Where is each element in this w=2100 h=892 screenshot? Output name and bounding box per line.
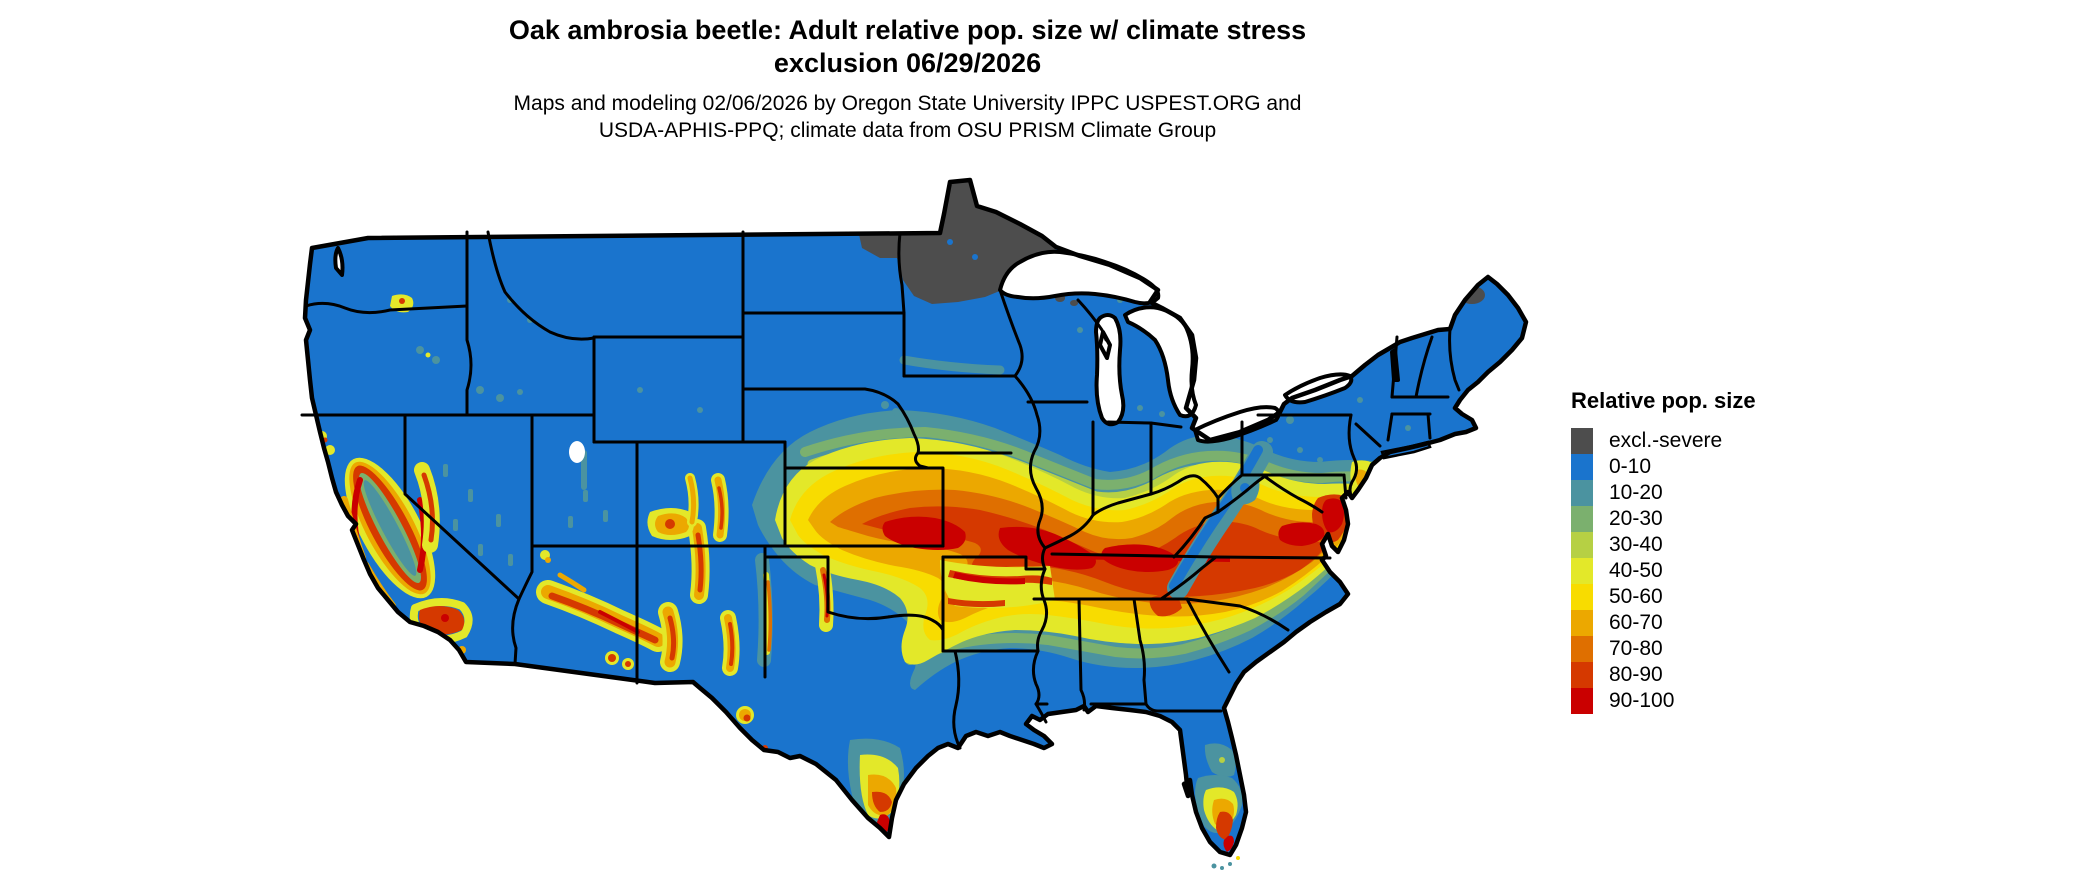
legend-title: Relative pop. size bbox=[1571, 388, 1756, 413]
legend-label: 80-90 bbox=[1609, 663, 1663, 686]
lake-michigan bbox=[1094, 313, 1126, 427]
legend-row: 50-60 bbox=[1571, 584, 1756, 610]
legend-row: 20-30 bbox=[1571, 506, 1756, 532]
legend-swatch bbox=[1571, 454, 1593, 480]
subtitle-line-1: Maps and modeling 02/06/2026 by Oregon S… bbox=[513, 92, 1302, 115]
legend-label: 20-30 bbox=[1609, 507, 1663, 530]
legend-row: 80-90 bbox=[1571, 662, 1756, 688]
legend-swatch bbox=[1571, 506, 1593, 532]
legend-swatch bbox=[1571, 662, 1593, 688]
legend-row: 40-50 bbox=[1571, 558, 1756, 584]
legend-label: 60-70 bbox=[1609, 611, 1663, 634]
green-bay bbox=[1098, 330, 1112, 360]
page-title: Oak ambrosia beetle: Adult relative pop.… bbox=[0, 14, 1815, 80]
legend-label: 90-100 bbox=[1609, 689, 1675, 712]
page-subtitle: Maps and modeling 02/06/2026 by Oregon S… bbox=[0, 90, 1815, 144]
legend-swatch bbox=[1571, 688, 1593, 714]
legend-swatch bbox=[1571, 610, 1593, 636]
legend: Relative pop. size excl.-severe 0-10 10-… bbox=[1571, 388, 1756, 714]
legend-row: 70-80 bbox=[1571, 636, 1756, 662]
legend-swatch bbox=[1571, 428, 1593, 454]
legend-swatch bbox=[1571, 584, 1593, 610]
legend-label: 0-10 bbox=[1609, 455, 1652, 478]
title-line-2: exclusion 06/29/2026 bbox=[773, 48, 1042, 78]
lake-superior bbox=[998, 249, 1161, 306]
legend-row: 60-70 bbox=[1571, 610, 1756, 636]
legend-swatch bbox=[1571, 480, 1593, 506]
legend-label: 10-20 bbox=[1609, 481, 1663, 504]
legend-row: excl.-severe bbox=[1571, 428, 1756, 454]
legend-label: excl.-severe bbox=[1609, 429, 1723, 452]
great-salt-lake bbox=[569, 441, 585, 463]
legend-row: 90-100 bbox=[1571, 688, 1756, 714]
legend-swatch bbox=[1571, 636, 1593, 662]
legend-swatch bbox=[1571, 532, 1593, 558]
florida-keys bbox=[1211, 856, 1240, 870]
legend-label: 50-60 bbox=[1609, 585, 1663, 608]
legend-row: 0-10 bbox=[1571, 454, 1756, 480]
legend-items: excl.-severe 0-10 10-20 20-30 30-40 40-5… bbox=[1571, 428, 1756, 714]
legend-swatch bbox=[1571, 558, 1593, 584]
legend-label: 40-50 bbox=[1609, 559, 1663, 582]
legend-label: 70-80 bbox=[1609, 637, 1663, 660]
puget-sound bbox=[333, 246, 345, 277]
legend-row: 30-40 bbox=[1571, 532, 1756, 558]
subtitle-line-2: USDA-APHIS-PPQ; climate data from OSU PR… bbox=[598, 119, 1217, 142]
title-line-1: Oak ambrosia beetle: Adult relative pop.… bbox=[508, 15, 1307, 45]
legend-row: 10-20 bbox=[1571, 480, 1756, 506]
legend-label: 30-40 bbox=[1609, 533, 1663, 556]
